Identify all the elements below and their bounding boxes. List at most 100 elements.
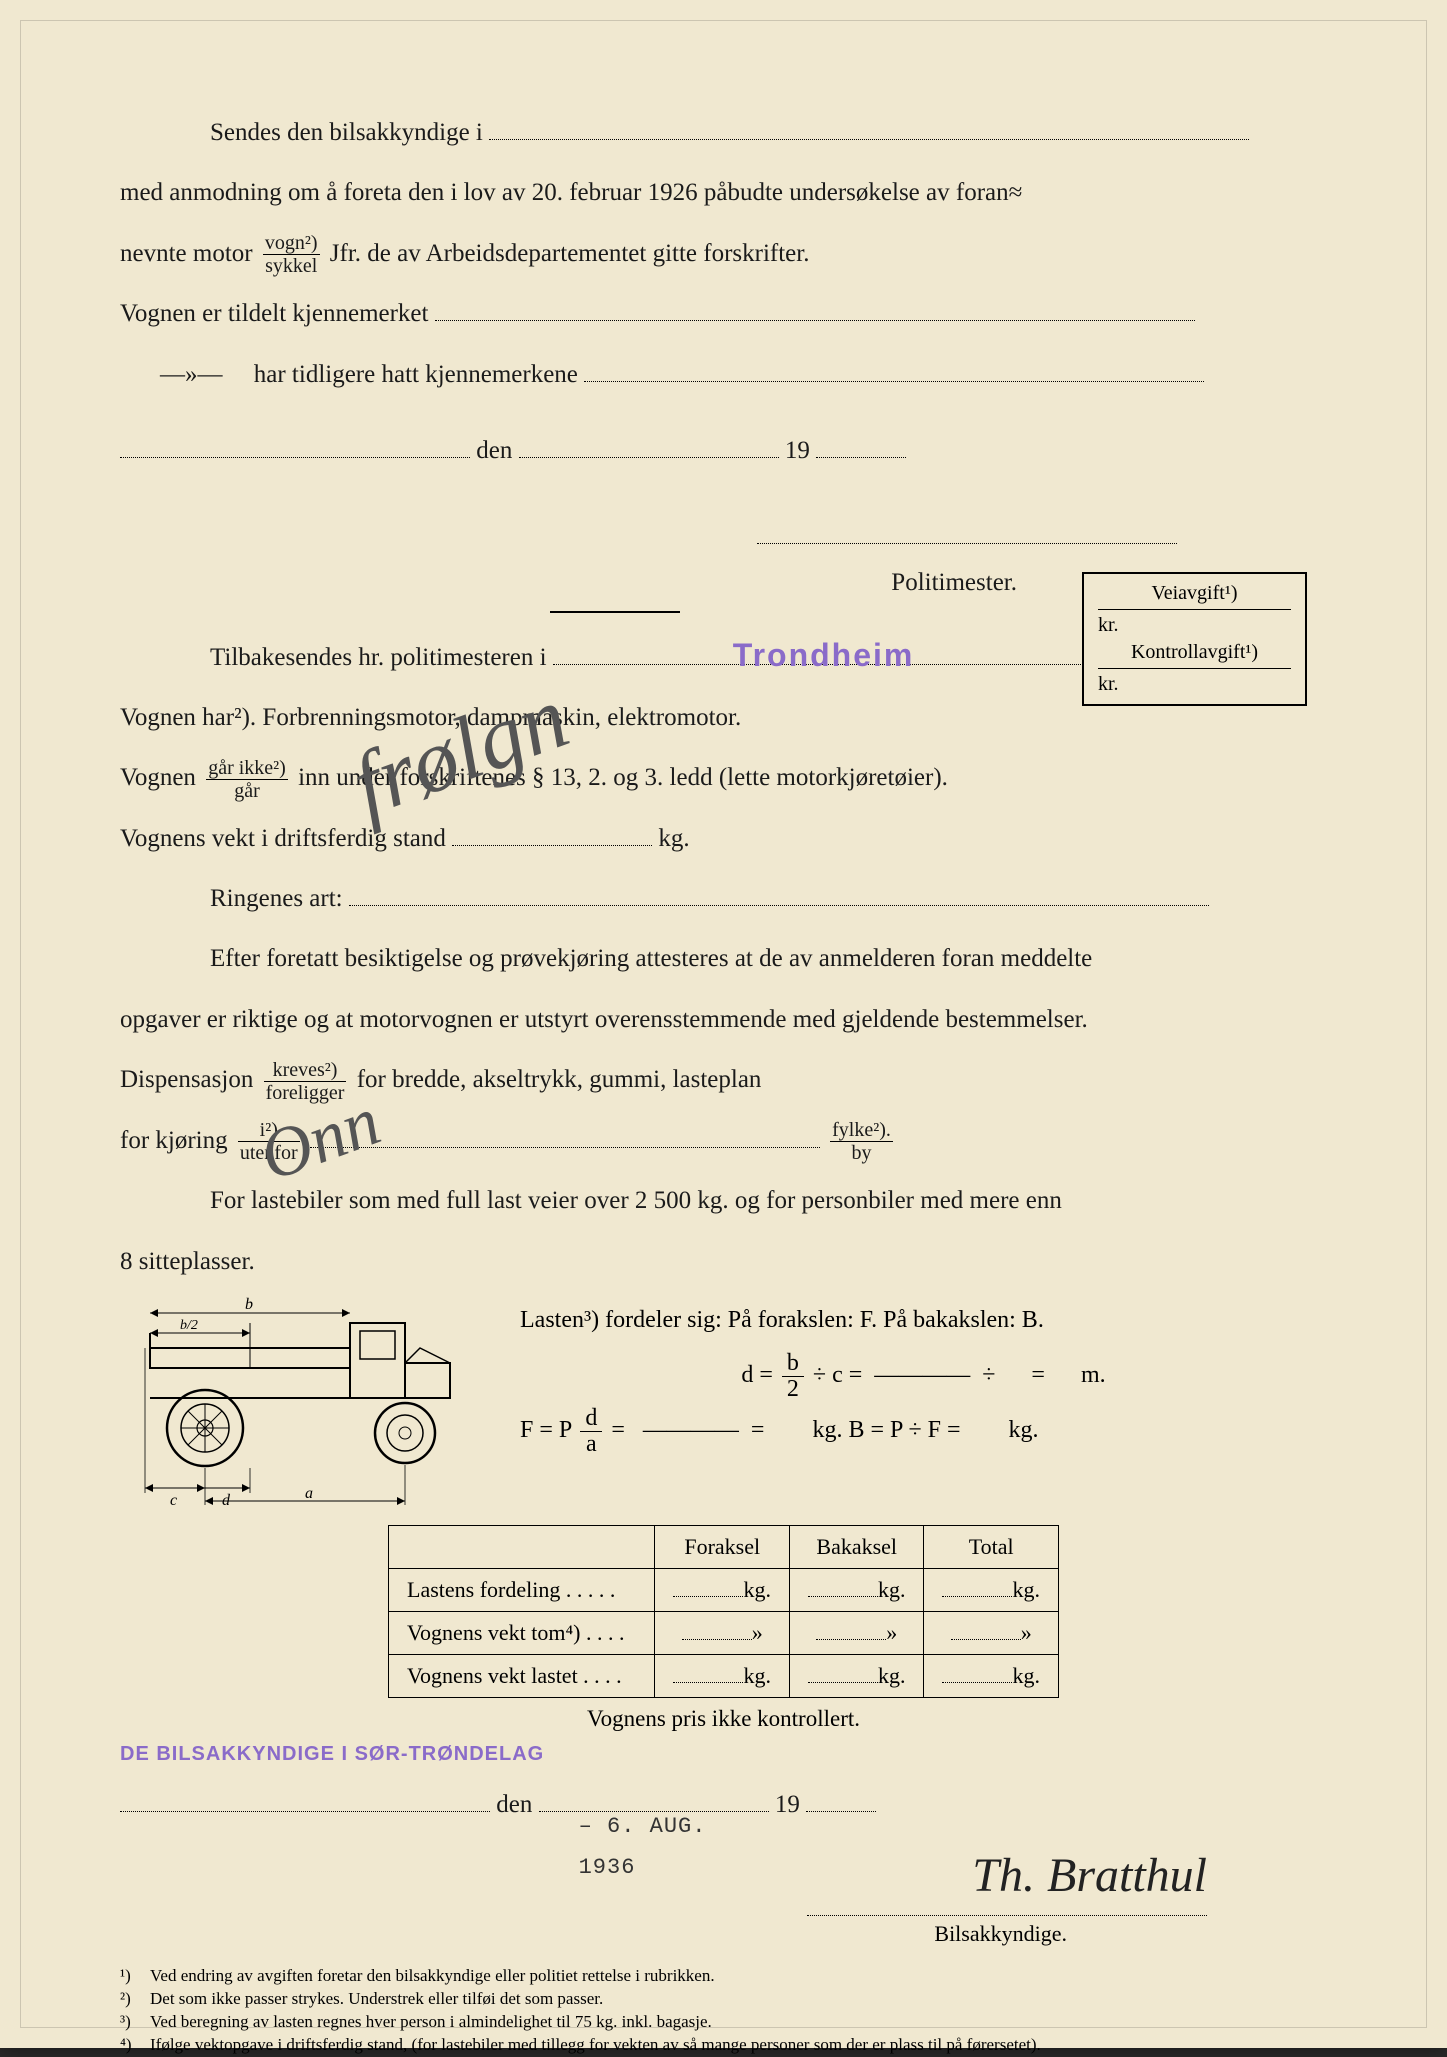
line-kjoring: for kjøring i²) utenfor fylke²). by — [120, 1118, 1327, 1165]
fill-place — [120, 457, 470, 458]
text: inn under forskriftenes § 13, 2. og 3. l… — [298, 764, 948, 791]
text: Vognens vekt i driftsferdig stand — [120, 825, 446, 852]
divider — [550, 611, 680, 613]
fill-year — [816, 457, 906, 458]
frac-i-utenfor: i²) utenfor — [238, 1119, 300, 1164]
text: den — [496, 1791, 532, 1818]
footnote: ¹)Ved endring av avgiften foretar den bi… — [120, 1965, 1327, 1988]
date-stamp: – 6. AUG. 1936 — [579, 1807, 769, 1888]
fill-blank — [349, 905, 1209, 906]
row-label: Vognens vekt lastet . . . . — [389, 1654, 655, 1697]
line-date: den 19 — [120, 428, 1327, 474]
kg-label: kg. — [658, 825, 689, 852]
formula-text: Lasten³) fordeler sig: På forakslen: F. … — [520, 1293, 1327, 1459]
frac-vogn-sykkel: vogn²) sykkel — [263, 232, 320, 277]
text: Dispensasjon — [120, 1066, 253, 1093]
pris-text: Vognens pris ikke kontrollert. — [120, 1706, 1327, 1732]
line-vekt: Vognens vekt i driftsferdig stand kg. — [120, 816, 1327, 862]
frac-gaar: går ikke²) går — [206, 757, 288, 802]
line-lastebiler: For lastebiler som med full last veier o… — [210, 1178, 1327, 1224]
document-page: Sendes den bilsakkyndige i med anmodning… — [0, 0, 1447, 2048]
text: 8 sitteplasser. — [120, 1248, 255, 1275]
fill-day — [519, 457, 779, 458]
row-label: Lastens fordeling . . . . . — [389, 1568, 655, 1611]
kontrollavgift-label: Kontrollavgift¹) — [1098, 639, 1291, 666]
line-kjennemerket: Vognen er tildelt kjennemerket — [120, 291, 1327, 337]
text: Vognen er tildelt kjennemerket — [120, 300, 428, 327]
svg-text:c: c — [170, 1492, 177, 1509]
handwriting-mark: frølgn — [339, 665, 581, 837]
sig-line — [807, 1915, 1207, 1916]
line-opgaver: opgaver er riktige og at motorvognen er … — [120, 997, 1327, 1043]
footer-date-line: DE BILSAKKYNDIGE I SØR-TRØNDELAG den – 6… — [120, 1736, 1327, 1829]
signature: Th. Bratthul — [972, 1849, 1207, 1902]
formula-area: b b/2 c d a Lasten³) fordeler sig: På fo… — [120, 1293, 1327, 1513]
marker: —»— — [160, 361, 223, 388]
svg-text:a: a — [305, 1485, 313, 1502]
fill-year — [806, 1811, 876, 1812]
text: Tilbakesendes hr. politimesteren i — [210, 644, 547, 671]
line-sitteplasser: 8 sitteplasser. — [120, 1239, 1327, 1285]
fill-blank — [452, 845, 652, 846]
footnote: ²)Det som ikke passer strykes. Understre… — [120, 1988, 1327, 2011]
line-tidligere: —»— har tidligere hatt kjennemerkene — [160, 352, 1327, 398]
veiavgift-label: Veiavgift¹) — [1098, 580, 1291, 607]
table-row: Lastens fordeling . . . . . kg. kg. kg. — [389, 1568, 1059, 1611]
footnotes: ¹)Ved endring av avgiften foretar den bi… — [120, 1965, 1327, 2057]
svg-text:b/2: b/2 — [180, 1318, 198, 1333]
fill-blank — [310, 1147, 820, 1148]
footnote: ⁴)Ifølge vektopgave i driftsferdig stand… — [120, 2034, 1327, 2057]
row-label: Vognens vekt tom⁴) . . . . — [389, 1611, 655, 1654]
line-ringenes: Ringenes art: — [210, 876, 1327, 922]
fill-blank — [584, 381, 1204, 382]
line-dispensasjon: Dispensasjon kreves²) foreligger for bre… — [120, 1057, 1327, 1104]
table-row: Vognens vekt tom⁴) . . . . » » » — [389, 1611, 1059, 1654]
stamp-bilsakkyndige: DE BILSAKKYNDIGE I SØR-TRØNDELAG — [120, 1743, 544, 1765]
lasten-text: Lasten³) fordeler sig: På forakslen: F. … — [520, 1293, 1327, 1348]
load-table: Foraksel Bakaksel Total Lastens fordelin… — [388, 1525, 1059, 1698]
text: nevnte motor — [120, 240, 253, 267]
text: med anmodning om å foreta den i lov av 2… — [120, 179, 1009, 206]
text: Ringenes art: — [210, 885, 343, 912]
line-sendes: Sendes den bilsakkyndige i — [210, 110, 1327, 156]
text: Vognen har²). Forbrenningsmotor, dampmas… — [120, 704, 741, 731]
formula-d: d = b2 ÷ c = ———— ÷ = m. — [520, 1348, 1327, 1403]
line-vognen-gaar: Vognen går ikke²) går inn under forskrif… — [120, 755, 1327, 802]
svg-text:b: b — [245, 1296, 253, 1313]
stamp-trondheim: Trondheim — [733, 626, 915, 685]
table-row: Vognens vekt lastet . . . . kg. kg. kg. — [389, 1654, 1059, 1697]
col-foraksel: Foraksel — [655, 1525, 790, 1568]
bilsak-label: Bilsakkyndige. — [934, 1921, 1067, 1946]
line-vognen-har: Vognen har²). Forbrenningsmotor, dampmas… — [120, 695, 1327, 741]
footnote: ³)Ved beregning av lasten regnes hver pe… — [120, 2011, 1327, 2034]
sig-line — [757, 543, 1177, 544]
text: Efter foretatt besiktigelse og prøvekjør… — [210, 945, 1092, 972]
text: den — [476, 437, 512, 464]
fill-blank — [120, 1811, 490, 1812]
line-efter: Efter foretatt besiktigelse og prøvekjør… — [210, 936, 1327, 982]
truck-diagram: b b/2 c d a — [120, 1293, 490, 1513]
text: for kjøring — [120, 1127, 228, 1154]
table-header: Foraksel Bakaksel Total — [389, 1525, 1059, 1568]
fill-blank — [435, 320, 1195, 321]
text: Vognen — [120, 764, 196, 791]
frac-fylke-by: fylke²). by — [830, 1119, 893, 1164]
fee-box: Veiavgift¹) kr. Kontrollavgift¹) kr. — [1082, 572, 1307, 706]
fill-blank — [489, 139, 1249, 140]
politimester-label: Politimester. — [891, 569, 1017, 596]
line-nevnte: nevnte motor vogn²) sykkel Jfr. de av Ar… — [120, 231, 1327, 278]
text: Sendes den bilsakkyndige i — [210, 119, 483, 146]
line-anmodning: med anmodning om å foreta den i lov av 2… — [120, 170, 1327, 216]
text: for bredde, akseltrykk, gummi, lasteplan — [357, 1066, 762, 1093]
text: har tidligere hatt kjennemerkene — [254, 361, 578, 388]
frac-kreves: kreves²) foreligger — [264, 1059, 347, 1104]
text: opgaver er riktige og at motorvognen er … — [120, 1006, 1088, 1033]
kr-row: kr. — [1098, 612, 1291, 639]
text: Jfr. de av Arbeidsdepartementet gitte fo… — [330, 240, 810, 267]
col-total: Total — [924, 1525, 1059, 1568]
text: 19 — [775, 1791, 800, 1818]
formula-f: F = P da = ———— = kg. B = P ÷ F = kg. — [520, 1403, 1327, 1458]
text: 19 — [785, 437, 810, 464]
fill-date: – 6. AUG. 1936 — [539, 1811, 769, 1812]
col-bakaksel: Bakaksel — [789, 1525, 924, 1568]
